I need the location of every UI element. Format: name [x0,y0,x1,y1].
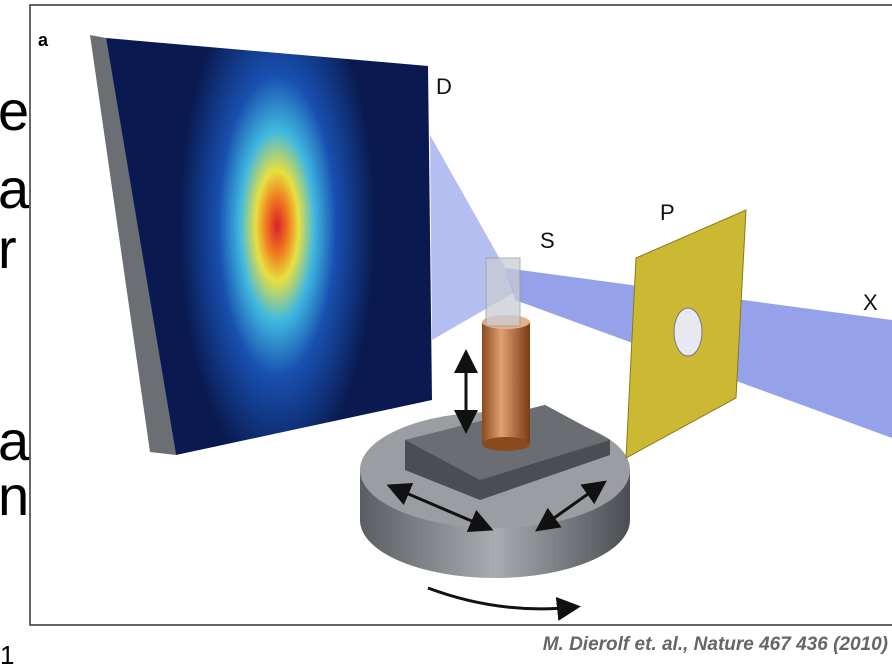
motion-arrows [386,349,607,621]
pinhole [673,307,703,357]
slide-fragment: 1 [0,640,14,665]
slide-fragments: e a r a n 1 [0,79,30,665]
slide-fragment: a [0,409,30,472]
panel-label: a [38,30,49,50]
pinhole-label: P [660,200,675,225]
slide-fragment: a [0,157,30,220]
sample-pillar-base [482,437,530,451]
detector-label: D [436,74,452,99]
slide-fragment: e [0,79,29,142]
slide-fragment: r [0,217,17,280]
xray-label: X [863,290,878,315]
sample-label: S [540,228,555,253]
sample [485,257,521,327]
slide-fragment: n [0,464,29,527]
detector-image [106,38,432,455]
citation: M. Dierolf et. al., Nature 467 436 (2010… [543,634,888,655]
detector-side [90,35,176,455]
sample-pillar [482,322,530,444]
